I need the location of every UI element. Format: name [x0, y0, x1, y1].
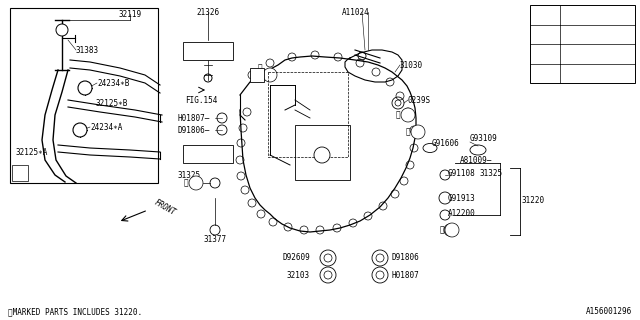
Circle shape	[537, 7, 553, 23]
Text: A11024: A11024	[342, 8, 370, 17]
Text: G91108: G91108	[194, 149, 222, 158]
Text: 1: 1	[543, 10, 547, 19]
Circle shape	[78, 81, 92, 95]
Text: 31220: 31220	[521, 196, 544, 204]
Text: 31325: 31325	[480, 169, 503, 178]
Text: ※: ※	[440, 226, 444, 235]
Text: ※: ※	[184, 179, 188, 188]
Text: G91108: G91108	[448, 169, 476, 178]
Text: 31383: 31383	[76, 45, 99, 54]
Text: D92609: D92609	[282, 253, 310, 262]
Circle shape	[73, 123, 87, 137]
Circle shape	[411, 125, 425, 139]
Text: 24234∗A: 24234∗A	[90, 123, 122, 132]
Text: 2: 2	[543, 30, 547, 39]
Circle shape	[537, 65, 553, 81]
Text: 32124: 32124	[564, 10, 587, 19]
Text: A12200: A12200	[448, 209, 476, 218]
Text: A81009—: A81009—	[460, 156, 492, 164]
Text: G93109: G93109	[470, 133, 498, 142]
Text: 4: 4	[543, 69, 547, 78]
Bar	[183, 145, 233, 163]
Text: FRONT: FRONT	[153, 198, 177, 218]
Circle shape	[537, 46, 553, 62]
Text: A: A	[18, 169, 22, 178]
Text: G91108: G91108	[194, 46, 222, 55]
Text: 0239S: 0239S	[408, 95, 431, 105]
Text: 2: 2	[194, 180, 198, 186]
Circle shape	[537, 26, 553, 42]
Text: 3: 3	[416, 129, 420, 135]
Circle shape	[263, 68, 277, 82]
Text: 4: 4	[320, 152, 324, 158]
Text: J20888: J20888	[564, 69, 592, 78]
Text: G91913: G91913	[448, 194, 476, 203]
Text: 31377: 31377	[204, 235, 227, 244]
Text: 32125∗A: 32125∗A	[15, 148, 47, 156]
Text: H01807—: H01807—	[178, 114, 211, 123]
Circle shape	[401, 108, 415, 122]
Text: D91806: D91806	[392, 253, 420, 262]
Text: 31030: 31030	[400, 60, 423, 69]
Text: 3: 3	[406, 112, 410, 118]
Circle shape	[314, 147, 330, 163]
Text: 32125∗B: 32125∗B	[95, 99, 127, 108]
Bar	[12, 165, 28, 181]
Text: E00802: E00802	[564, 30, 592, 39]
Text: 31325: 31325	[178, 171, 201, 180]
Text: ※: ※	[405, 127, 410, 137]
Text: ※MARKED PARTS INCLUDES 31220.: ※MARKED PARTS INCLUDES 31220.	[8, 308, 142, 316]
Circle shape	[56, 24, 68, 36]
Bar	[183, 42, 233, 60]
Bar	[268, 72, 348, 157]
Text: 32119: 32119	[118, 10, 141, 19]
Text: A156001296: A156001296	[586, 308, 632, 316]
Text: 24234∗B: 24234∗B	[97, 78, 129, 87]
Text: FIG.154: FIG.154	[185, 95, 218, 105]
Circle shape	[445, 223, 459, 237]
Text: 32103: 32103	[287, 270, 310, 279]
Text: 21326: 21326	[196, 8, 220, 17]
Text: ※: ※	[396, 110, 400, 119]
Text: ※: ※	[257, 63, 262, 73]
Circle shape	[189, 176, 203, 190]
Bar	[295, 125, 350, 180]
Bar	[250, 68, 264, 82]
Text: D91806—: D91806—	[178, 125, 211, 134]
Bar	[10, 8, 158, 183]
Text: 1: 1	[268, 72, 272, 78]
Text: 3: 3	[543, 49, 547, 58]
Bar	[530, 5, 635, 83]
Text: A: A	[255, 70, 259, 79]
Text: H01807: H01807	[392, 270, 420, 279]
Text: 2: 2	[450, 227, 454, 233]
Text: G91606: G91606	[432, 139, 460, 148]
Text: E00612: E00612	[564, 49, 592, 58]
